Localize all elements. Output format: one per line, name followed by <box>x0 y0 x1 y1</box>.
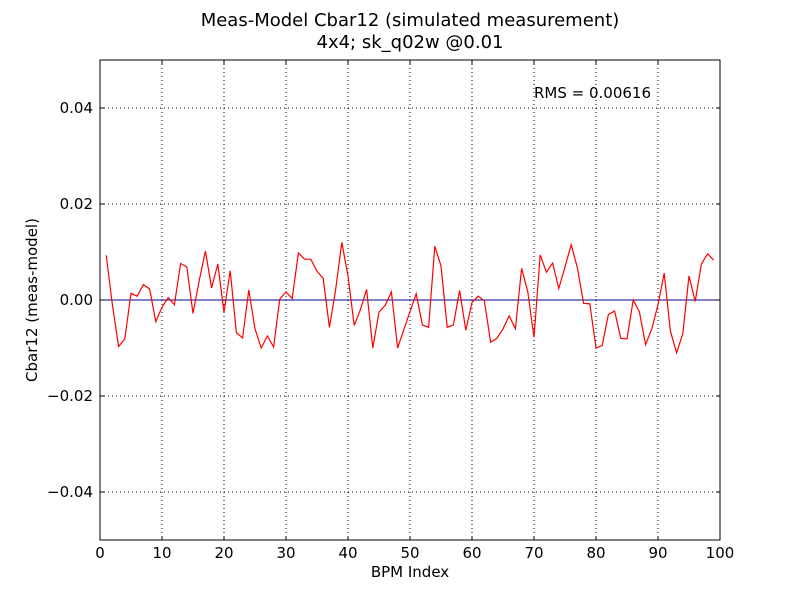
y-tick-label: 0.04 <box>60 99 93 117</box>
x-tick-label: 60 <box>462 544 481 562</box>
x-tick-label: 10 <box>152 544 171 562</box>
axis-ticks <box>99 60 721 540</box>
chart-subtitle: 4x4; sk_q02w @0.01 <box>317 32 504 53</box>
x-tick-label: 0 <box>95 544 105 562</box>
x-tick-label: 100 <box>706 544 735 562</box>
x-tick-label: 80 <box>586 544 605 562</box>
x-tick-label: 40 <box>338 544 357 562</box>
y-axis-label: Cbar12 (meas-model) <box>23 218 41 382</box>
chart-title: Meas-Model Cbar12 (simulated measurement… <box>201 10 620 31</box>
x-tick-label: 30 <box>276 544 295 562</box>
x-axis-label: BPM Index <box>371 563 449 581</box>
series-line-cbar12 <box>105 242 715 355</box>
rms-annotation: RMS = 0.00616 <box>534 84 651 102</box>
x-tick-label: 50 <box>400 544 419 562</box>
y-tick-label: 0.00 <box>60 291 93 309</box>
x-tick-label: 20 <box>214 544 233 562</box>
y-tick-labels: 0.04 0.02 0.00 −0.02 −0.04 <box>47 99 93 501</box>
x-tick-labels: 0 10 20 30 40 50 60 70 80 90 100 <box>95 544 734 562</box>
x-tick-label: 70 <box>524 544 543 562</box>
y-tick-label: −0.04 <box>47 483 93 501</box>
y-tick-label: 0.02 <box>60 195 93 213</box>
x-tick-label: 90 <box>648 544 667 562</box>
y-tick-label: −0.02 <box>47 387 93 405</box>
